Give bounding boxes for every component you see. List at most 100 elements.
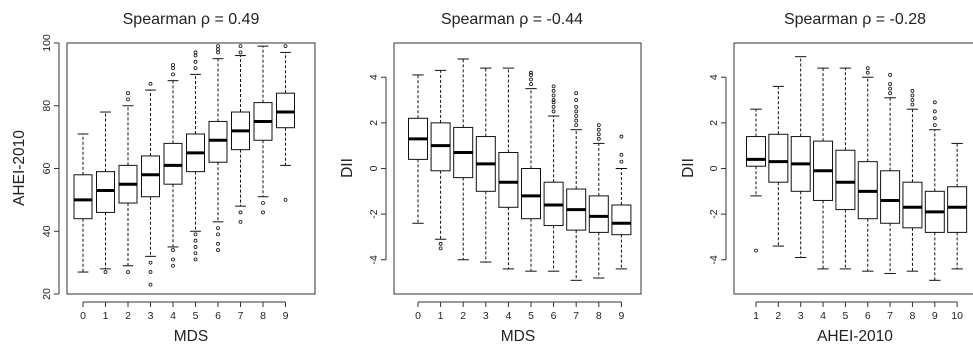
outlier-point bbox=[193, 232, 198, 237]
outlier-point bbox=[216, 44, 220, 49]
outlier-point bbox=[754, 248, 758, 253]
panel-1-title: Spearman ρ = 0.49 bbox=[123, 11, 260, 28]
x-tick-label: 3 bbox=[483, 310, 489, 322]
panel-1-boxes bbox=[73, 44, 295, 287]
x-tick-label: 5 bbox=[842, 310, 848, 322]
outlier-point bbox=[216, 50, 220, 55]
x-tick-label: 6 bbox=[551, 310, 557, 322]
iqr-box bbox=[498, 152, 519, 208]
outlier-point bbox=[551, 93, 556, 98]
box-2 bbox=[453, 58, 474, 261]
y-tick-label: 4 bbox=[368, 74, 380, 80]
x-tick-label: 0 bbox=[415, 310, 421, 322]
box-10 bbox=[947, 142, 968, 270]
box-1 bbox=[96, 111, 115, 274]
box-9 bbox=[924, 100, 945, 281]
x-tick-label: 7 bbox=[238, 310, 244, 322]
outlier-point bbox=[193, 238, 198, 243]
outlier-point bbox=[193, 66, 198, 70]
iqr-box bbox=[746, 136, 766, 167]
outlier-point bbox=[193, 245, 198, 249]
x-tick-label: 2 bbox=[775, 310, 781, 322]
panel-3-x-axis: 1 2 3 4 5 6 7 8 9 10 bbox=[753, 301, 963, 322]
box-7 bbox=[566, 91, 587, 281]
x-tick-label: 8 bbox=[596, 310, 602, 322]
panel-2: Spearman ρ = -0.44 DII MDS -4 -2 0 2 4 0 1 2 3 4… bbox=[339, 11, 642, 345]
iqr-box bbox=[611, 204, 632, 236]
outlier-point bbox=[619, 152, 624, 157]
x-tick-label: 3 bbox=[148, 310, 154, 322]
panel-3-plot-frame bbox=[733, 42, 973, 295]
panel-3-boxes bbox=[746, 56, 968, 281]
outlier-point bbox=[888, 82, 892, 86]
y-tick-label: 80 bbox=[41, 100, 53, 112]
panel-2-y-axis: -4 -2 0 2 4 bbox=[368, 74, 387, 264]
box-1 bbox=[746, 108, 766, 253]
box-1 bbox=[430, 69, 451, 251]
panel-3-x-axis-label: AHEI-2010 bbox=[817, 328, 893, 345]
outlier-point bbox=[193, 59, 198, 64]
outlier-point bbox=[910, 93, 915, 98]
panel-2-title: Spearman ρ = -0.44 bbox=[441, 11, 583, 28]
panel-1-y-axis-label: AHEI-2010 bbox=[11, 130, 28, 206]
outlier-point bbox=[261, 210, 265, 215]
outlier-point bbox=[238, 219, 243, 224]
x-tick-label: 4 bbox=[505, 310, 511, 322]
outlier-point bbox=[865, 66, 870, 70]
x-tick-label: 1 bbox=[753, 310, 759, 322]
outlier-point bbox=[193, 257, 198, 262]
x-tick-label: 2 bbox=[125, 310, 131, 322]
outlier-point bbox=[193, 251, 198, 256]
x-tick-label: 4 bbox=[170, 310, 176, 322]
outlier-point bbox=[126, 91, 130, 96]
outlier-point bbox=[261, 201, 265, 205]
outlier-point bbox=[171, 248, 175, 252]
outlier-point bbox=[932, 109, 937, 114]
x-tick-label: 8 bbox=[260, 310, 266, 322]
outlier-point bbox=[619, 134, 624, 139]
y-tick-label: 60 bbox=[41, 163, 53, 175]
outlier-point bbox=[283, 44, 288, 49]
iqr-box bbox=[141, 155, 160, 198]
outlier-point bbox=[148, 81, 153, 86]
y-tick-label: 0 bbox=[708, 165, 720, 171]
box-2 bbox=[118, 91, 138, 274]
box-5 bbox=[835, 67, 856, 270]
x-tick-label: 1 bbox=[103, 310, 109, 322]
iqr-box bbox=[880, 170, 901, 224]
panel-3-title: Spearman ρ = -0.28 bbox=[784, 11, 926, 28]
outlier-point bbox=[596, 136, 601, 141]
iqr-box bbox=[521, 168, 541, 220]
y-tick-label: -2 bbox=[368, 209, 380, 218]
x-tick-label: 9 bbox=[283, 310, 289, 322]
iqr-box bbox=[947, 186, 968, 233]
y-tick-label: 40 bbox=[41, 225, 53, 237]
x-tick-label: 6 bbox=[865, 310, 871, 322]
x-tick-label: 7 bbox=[573, 310, 579, 322]
outlier-point bbox=[910, 89, 915, 93]
box-3 bbox=[790, 56, 811, 258]
panel-1-y-axis: 20 40 60 80 100 bbox=[41, 34, 60, 300]
x-tick-label: 5 bbox=[193, 310, 199, 322]
y-tick-label: 2 bbox=[368, 120, 380, 126]
box-0 bbox=[73, 133, 93, 273]
y-tick-label: -2 bbox=[708, 209, 720, 218]
iqr-box bbox=[902, 181, 923, 229]
box-3 bbox=[141, 81, 160, 287]
outlier-point bbox=[171, 72, 175, 77]
box-9 bbox=[276, 44, 295, 202]
outlier-point bbox=[438, 246, 443, 251]
x-tick-label: 6 bbox=[215, 310, 221, 322]
outlier-point bbox=[574, 91, 579, 96]
y-tick-label: 2 bbox=[708, 120, 720, 126]
outlier-point bbox=[529, 77, 533, 82]
outlier-point bbox=[171, 263, 175, 268]
panel-2-boxes bbox=[408, 58, 632, 281]
x-tick-label: 2 bbox=[460, 310, 466, 322]
outlier-point bbox=[574, 123, 579, 128]
panel-2-x-axis: 0 1 2 3 4 5 6 7 8 9 bbox=[415, 301, 624, 322]
outlier-point bbox=[574, 104, 579, 109]
outlier-point bbox=[619, 159, 624, 164]
outlier-point bbox=[888, 73, 892, 77]
